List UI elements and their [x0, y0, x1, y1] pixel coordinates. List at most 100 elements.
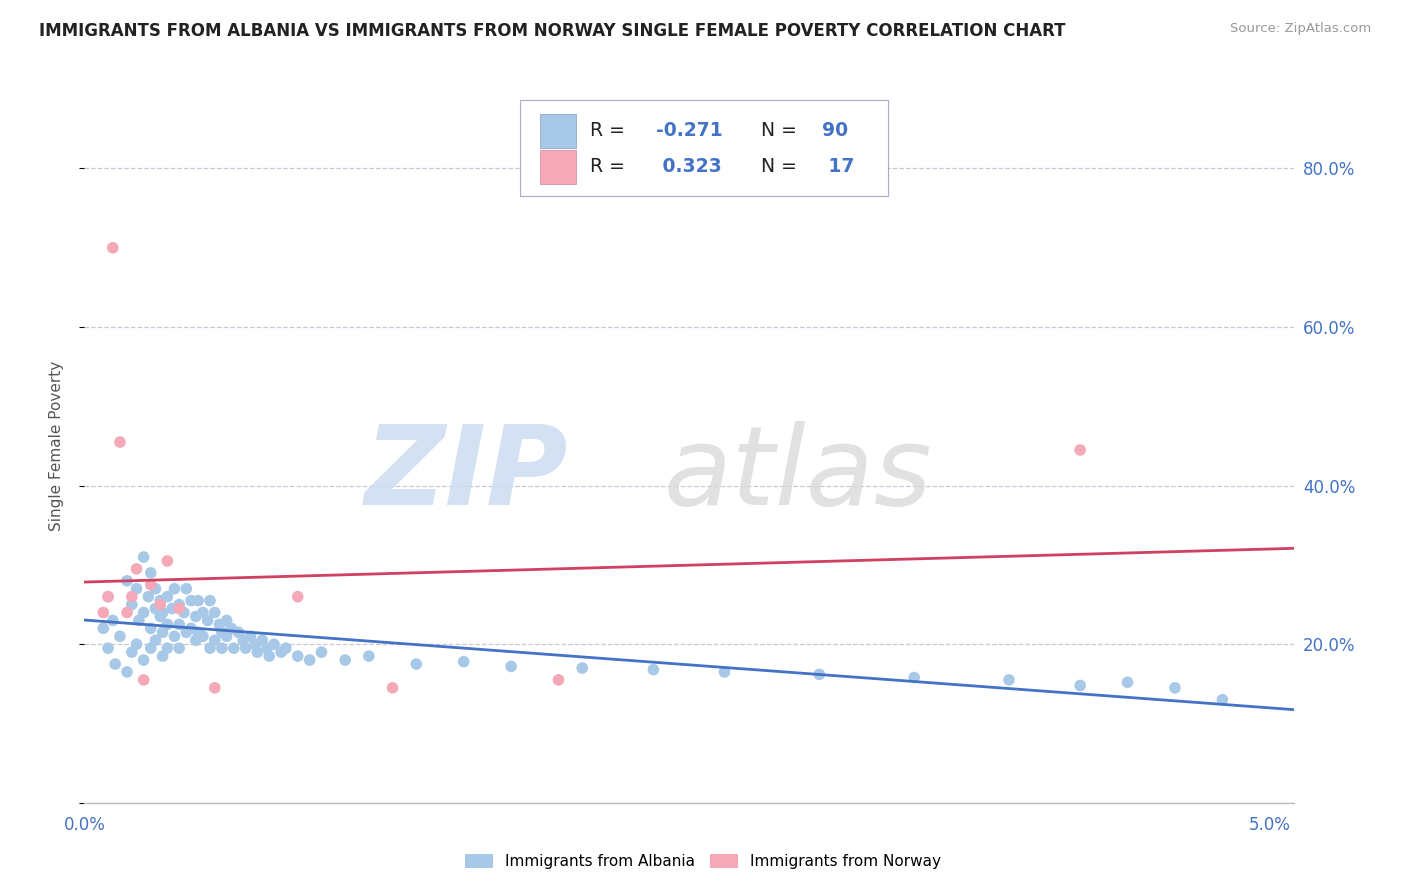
- Point: [156, 641, 179, 656]
- Point: [167, 617, 190, 632]
- Point: [149, 609, 172, 624]
- Point: [180, 593, 202, 607]
- Point: [167, 601, 190, 615]
- FancyBboxPatch shape: [540, 150, 576, 184]
- Point: [125, 562, 148, 576]
- Point: [97, 641, 120, 656]
- Point: [167, 641, 190, 656]
- Point: [139, 578, 162, 592]
- Point: [713, 665, 735, 679]
- Point: [256, 641, 278, 656]
- Point: [125, 637, 148, 651]
- Point: [115, 606, 138, 620]
- Point: [571, 661, 593, 675]
- Point: [152, 649, 174, 664]
- Point: [97, 590, 120, 604]
- Text: ZIP: ZIP: [364, 421, 568, 528]
- Point: [132, 549, 155, 564]
- Text: atlas: atlas: [664, 421, 932, 528]
- Point: [270, 645, 292, 659]
- Point: [173, 606, 195, 620]
- Point: [405, 657, 427, 671]
- Point: [287, 590, 309, 604]
- Point: [97, 590, 120, 604]
- Point: [204, 606, 226, 620]
- Point: [211, 641, 233, 656]
- Point: [115, 665, 138, 679]
- Point: [101, 614, 124, 628]
- Point: [232, 633, 254, 648]
- Point: [357, 649, 380, 664]
- Point: [108, 435, 131, 450]
- Point: [180, 621, 202, 635]
- Point: [176, 582, 198, 596]
- Point: [121, 590, 143, 604]
- Point: [1069, 442, 1091, 457]
- Point: [152, 625, 174, 640]
- Legend: Immigrants from Albania, Immigrants from Norway: Immigrants from Albania, Immigrants from…: [458, 848, 948, 875]
- Text: IMMIGRANTS FROM ALBANIA VS IMMIGRANTS FROM NORWAY SINGLE FEMALE POVERTY CORRELAT: IMMIGRANTS FROM ALBANIA VS IMMIGRANTS FR…: [39, 22, 1066, 40]
- Point: [149, 593, 172, 607]
- Point: [643, 663, 665, 677]
- Point: [250, 633, 273, 648]
- Text: 90: 90: [823, 121, 848, 140]
- Point: [139, 621, 162, 635]
- Point: [453, 655, 475, 669]
- Point: [184, 609, 207, 624]
- Point: [547, 673, 569, 687]
- Point: [152, 606, 174, 620]
- FancyBboxPatch shape: [540, 114, 576, 148]
- Point: [115, 574, 138, 588]
- Point: [108, 629, 131, 643]
- Text: -0.271: -0.271: [657, 121, 723, 140]
- Point: [246, 645, 269, 659]
- Point: [160, 601, 183, 615]
- Point: [91, 606, 114, 620]
- Point: [191, 606, 214, 620]
- Point: [145, 633, 167, 648]
- Point: [91, 621, 114, 635]
- Point: [187, 625, 209, 640]
- Point: [176, 625, 198, 640]
- Point: [222, 641, 245, 656]
- Point: [808, 667, 831, 681]
- Text: R =: R =: [589, 121, 631, 140]
- Point: [187, 593, 209, 607]
- Point: [121, 598, 143, 612]
- Point: [311, 645, 333, 659]
- Point: [263, 637, 285, 651]
- Point: [204, 633, 226, 648]
- Point: [1116, 675, 1139, 690]
- Point: [287, 649, 309, 664]
- Point: [156, 554, 179, 568]
- Text: 0.323: 0.323: [657, 157, 723, 176]
- Y-axis label: Single Female Poverty: Single Female Poverty: [49, 361, 63, 531]
- Text: N =: N =: [762, 157, 803, 176]
- Point: [132, 653, 155, 667]
- Point: [208, 617, 231, 632]
- Point: [215, 614, 238, 628]
- Point: [298, 653, 321, 667]
- Point: [198, 593, 221, 607]
- Point: [221, 621, 243, 635]
- Point: [156, 590, 179, 604]
- Point: [132, 606, 155, 620]
- Point: [333, 653, 356, 667]
- Point: [145, 601, 167, 615]
- Point: [204, 681, 226, 695]
- Point: [381, 681, 404, 695]
- Point: [101, 241, 124, 255]
- Point: [125, 582, 148, 596]
- Point: [274, 641, 297, 656]
- Point: [121, 645, 143, 659]
- Text: Source: ZipAtlas.com: Source: ZipAtlas.com: [1230, 22, 1371, 36]
- Text: N =: N =: [762, 121, 803, 140]
- Point: [138, 590, 160, 604]
- Point: [1164, 681, 1187, 695]
- Point: [215, 629, 238, 643]
- Point: [184, 633, 207, 648]
- Point: [501, 659, 523, 673]
- Point: [104, 657, 127, 671]
- Point: [228, 625, 250, 640]
- Point: [149, 598, 172, 612]
